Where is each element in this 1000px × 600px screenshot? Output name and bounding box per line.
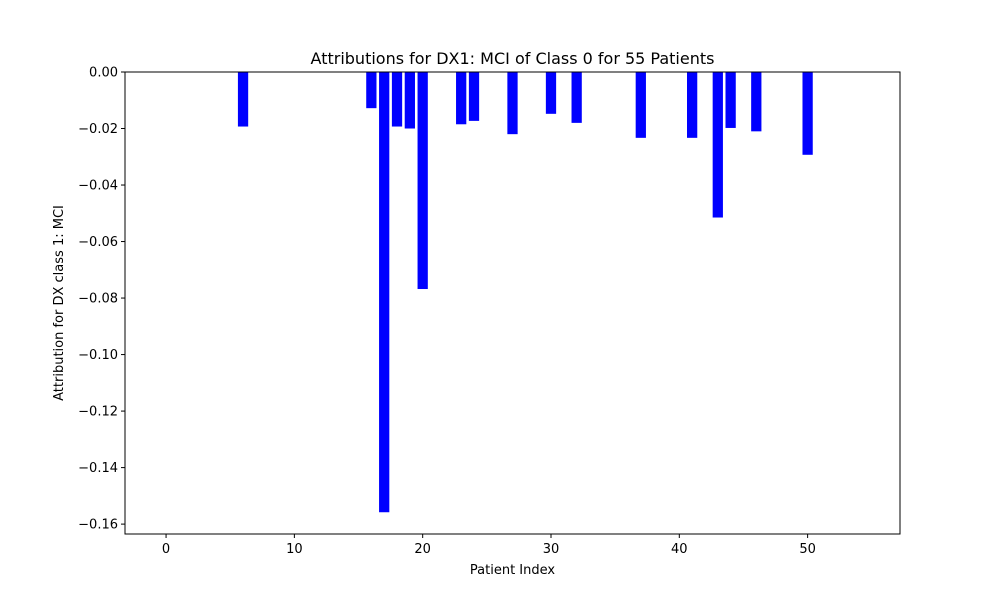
bar-patient-20 — [417, 72, 428, 290]
x-tick-label: 40 — [671, 542, 688, 557]
bar-series — [237, 72, 813, 513]
y-tick-label: −0.02 — [78, 122, 118, 137]
bar-patient-50 — [802, 72, 813, 155]
chart-title: Attributions for DX1: MCI of Class 0 for… — [311, 49, 715, 68]
bar-patient-46 — [751, 72, 762, 132]
bar-patient-16 — [366, 72, 377, 109]
y-tick-label: −0.14 — [78, 461, 118, 476]
plot-frame — [124, 71, 901, 535]
x-tick-label: 50 — [799, 542, 816, 557]
bar-patient-6 — [237, 72, 249, 127]
bar-patient-17 — [379, 72, 390, 513]
y-axis-ticks: 0.00 −0.02 −0.04 −0.06 −0.08 −0.10 −0.12 −0.14 −… — [78, 66, 125, 533]
x-axis-ticks: 0 10 20 30 40 50 — [162, 534, 816, 557]
y-tick-label: 0.00 — [89, 66, 118, 81]
bar-patient-27 — [507, 72, 518, 135]
x-tick-label: 20 — [414, 542, 431, 557]
bar-patient-44 — [725, 72, 736, 128]
x-axis-label: Patient Index — [470, 563, 555, 578]
x-tick-label: 10 — [286, 542, 303, 557]
bar-patient-23 — [456, 72, 467, 125]
y-tick-label: −0.08 — [78, 292, 118, 307]
y-tick-label: −0.12 — [78, 405, 118, 420]
bar-patient-32 — [571, 72, 582, 123]
y-tick-label: −0.10 — [78, 348, 118, 363]
bar-patient-30 — [545, 72, 557, 114]
bar-patient-43 — [712, 72, 723, 218]
y-tick-label: −0.04 — [78, 179, 118, 194]
y-tick-label: −0.06 — [78, 235, 118, 250]
x-tick-label: 0 — [162, 542, 170, 557]
bar-patient-37 — [635, 72, 646, 138]
bar-patient-19 — [404, 72, 415, 129]
y-tick-label: −0.16 — [78, 518, 118, 533]
bar-patient-18 — [391, 72, 403, 127]
bar-patient-24 — [468, 72, 480, 121]
x-tick-label: 30 — [543, 542, 560, 557]
bar-patient-41 — [687, 72, 698, 138]
y-axis-label: Attribution for DX class 1: MCI — [52, 205, 67, 401]
